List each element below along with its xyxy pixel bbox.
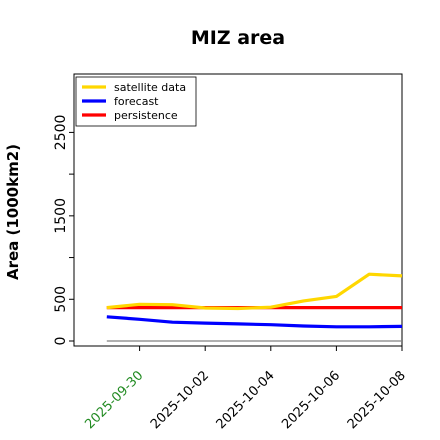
chart-title: MIZ area [191, 27, 285, 49]
x-axis: 2025-09-30 2025-10-02 2025-10-04 2025-10-06… [82, 346, 409, 432]
x-tick-label: 2025-10-02 [148, 368, 212, 432]
y-tick-label: 2500 [53, 115, 69, 151]
series-line-forecast [106, 315, 403, 329]
y-axis: 0 500 1500 2500 [53, 115, 74, 346]
x-tick-label: 2025-10-06 [279, 368, 343, 432]
legend-label: persistence [114, 109, 178, 122]
y-tick-label: 1500 [53, 198, 69, 234]
series-layer [106, 272, 403, 342]
x-tick-label: 2025-09-30 [82, 368, 146, 432]
x-tick-label: 2025-10-08 [345, 368, 409, 432]
series-line-satellite-data [106, 272, 403, 311]
legend-label: satellite data [114, 81, 186, 94]
y-axis-label: Area (1000km2) [4, 144, 22, 280]
legend-label: forecast [114, 95, 159, 108]
x-tick-label: 2025-10-04 [214, 368, 278, 432]
y-tick-label: 0 [53, 337, 69, 346]
y-tick-label: 500 [53, 286, 69, 313]
plot-frame [73, 73, 403, 347]
